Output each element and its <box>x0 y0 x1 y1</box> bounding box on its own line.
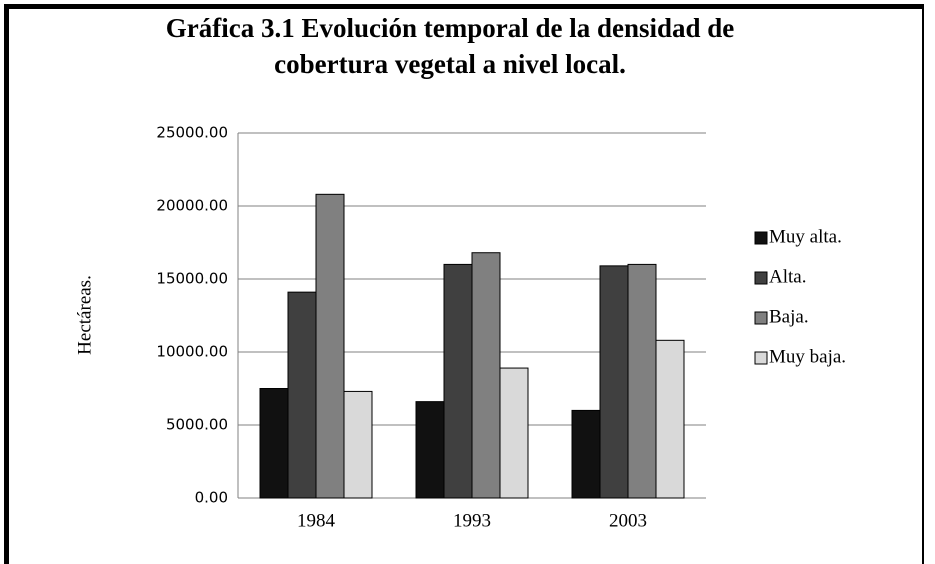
y-tick-label: 10000.00 <box>156 343 228 361</box>
bar <box>599 265 629 499</box>
legend-label: Baja. <box>769 306 809 327</box>
y-tick-label: 20000.00 <box>156 197 228 215</box>
bar <box>655 339 685 499</box>
legend-label: Muy baja. <box>769 346 846 367</box>
legend-swatch <box>754 271 768 285</box>
bar <box>499 367 529 499</box>
frame <box>4 4 924 564</box>
bar <box>259 388 289 499</box>
y-axis-label: Hectáreas. <box>74 275 95 355</box>
bar <box>415 401 445 499</box>
bar <box>471 252 501 499</box>
chart-title: Gráfica 3.1 Evolución temporal de la den… <box>165 13 735 79</box>
bar <box>571 409 601 499</box>
bar <box>287 291 317 499</box>
legend-swatch <box>754 351 768 365</box>
x-tick-label: 1993 <box>453 510 491 531</box>
bar <box>315 193 345 499</box>
legend-swatch <box>754 231 768 245</box>
y-tick-label: 15000.00 <box>156 270 228 288</box>
y-tick-label: 25000.00 <box>156 124 228 142</box>
bar <box>343 390 373 499</box>
bar <box>443 263 473 499</box>
y-tick-label: 5000.00 <box>166 416 228 434</box>
x-tick-label: 2003 <box>609 510 647 531</box>
y-tick-label: 0.00 <box>195 489 228 507</box>
x-tick-label: 1984 <box>297 510 336 531</box>
legend-label: Muy alta. <box>769 226 842 247</box>
bar <box>627 263 657 499</box>
legend-swatch <box>754 311 768 325</box>
legend-label: Alta. <box>769 266 806 287</box>
